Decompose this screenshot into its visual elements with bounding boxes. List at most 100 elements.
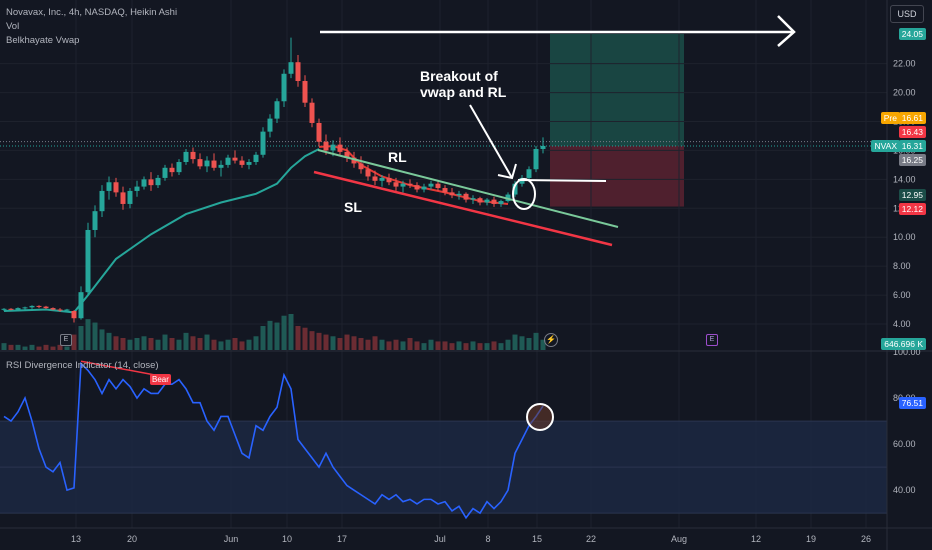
volume-bar (127, 339, 133, 350)
candles (1, 37, 546, 323)
time-tick-label: 12 (751, 534, 761, 544)
candle-body (155, 177, 161, 186)
candle-body (288, 62, 294, 74)
candle-body (309, 102, 315, 123)
candle-body (260, 131, 266, 155)
ticker-label: NVAX (871, 140, 900, 152)
annotations: Breakout of vwap and RL RL SL (344, 68, 507, 215)
rsi-tick-label: 40.00 (893, 485, 916, 495)
earnings-marker-right[interactable]: E (706, 334, 718, 346)
currency-button[interactable]: USD (890, 5, 924, 23)
volume-bar (99, 329, 105, 350)
volume-bar (253, 336, 259, 350)
volume-bar (393, 339, 399, 350)
time-tick-label: 8 (485, 534, 490, 544)
candle-body (197, 159, 203, 167)
price-tick-label: 20.00 (893, 88, 916, 98)
volume-bar (134, 338, 140, 350)
volume-bar (407, 338, 413, 350)
candle-body (393, 182, 399, 187)
rsi-line (3, 361, 544, 520)
candle-body (365, 169, 371, 177)
time-tick-label: 13 (71, 534, 81, 544)
volume-bar (491, 341, 497, 350)
support-line (313, 170, 613, 247)
candle-body (449, 192, 455, 196)
candle-body (435, 183, 441, 189)
volume-bar (288, 314, 294, 350)
volume-bar (204, 334, 210, 350)
candle-body (190, 151, 196, 160)
volume-bar (64, 346, 70, 350)
time-tick-label: 19 (806, 534, 816, 544)
rsi-value-tag: 76.51 (898, 397, 926, 409)
volume-bar (505, 339, 511, 350)
dividend-marker-icon[interactable]: ⚡ (544, 333, 558, 347)
time-tick-label: 10 (282, 534, 292, 544)
candle-body (351, 157, 357, 164)
candle-body (85, 229, 91, 293)
candle-body (379, 177, 385, 181)
volume-bar (183, 332, 189, 350)
candle-body (1, 308, 7, 310)
volume-bar (442, 341, 448, 350)
chart-title: Novavax, Inc., 4h, NASDAQ, Heikin Ashi (6, 7, 178, 18)
candle-body (442, 188, 448, 193)
volume-bar (106, 332, 112, 350)
volume-bar (141, 336, 147, 350)
candle-body (134, 186, 140, 191)
volume-bar (337, 338, 343, 350)
price-tick-label: 14.00 (893, 174, 916, 184)
volume-bar (1, 343, 7, 350)
volume-bar (92, 322, 98, 350)
volume-bar (148, 338, 154, 350)
volume-bar (526, 338, 532, 350)
candle-body (491, 199, 497, 204)
target-arrowhead (777, 15, 796, 47)
price-tag-1295: 12.95 (898, 189, 926, 201)
candle-body (526, 169, 532, 178)
volume-bar (225, 339, 231, 350)
rsi-highlight-fill (527, 404, 553, 430)
volume-tag: 646.696 K (881, 338, 926, 350)
candle-body (386, 177, 392, 183)
pre-label: Pre (880, 112, 900, 124)
volume-bar (169, 338, 175, 350)
candle-body (239, 160, 245, 165)
annotation-breakout-2: vwap and RL (420, 84, 507, 100)
volume-bar (239, 341, 245, 350)
candle-body (358, 163, 364, 170)
candle-body (106, 182, 112, 191)
vol-legend[interactable]: Vol (6, 21, 20, 32)
volume-bar (190, 336, 196, 350)
volume-bar (379, 339, 385, 350)
vwap-legend[interactable]: Belkhayate Vwap (6, 35, 80, 46)
candle-body (456, 193, 462, 196)
volume-bar (470, 341, 476, 350)
volume-bar (540, 339, 546, 350)
candle-body (43, 306, 49, 309)
time-tick-label: Jun (224, 534, 239, 544)
candle-body (183, 151, 189, 163)
earnings-marker-left[interactable]: E (60, 334, 72, 346)
volume-bar (456, 341, 462, 350)
candle-body (281, 73, 287, 102)
candle-body (372, 176, 378, 181)
volume-bar (477, 343, 483, 350)
volume-bar (50, 346, 56, 350)
rsi-legend[interactable]: RSI Divergence Indicator (14, close) (6, 360, 159, 371)
bear-label: Bear (150, 374, 171, 385)
candle-body (64, 309, 70, 311)
candle-body (344, 151, 350, 158)
candle-body (253, 154, 259, 163)
volume-bar (519, 336, 525, 350)
candle-body (414, 185, 420, 190)
price-tick-label: 4.00 (893, 319, 911, 329)
volume-bar (386, 341, 392, 350)
volume-bar (218, 341, 224, 350)
price-tag-1643: 16.43 (898, 126, 926, 138)
candle-body (246, 162, 252, 165)
candle-body (274, 101, 280, 119)
time-tick-label: 17 (337, 534, 347, 544)
